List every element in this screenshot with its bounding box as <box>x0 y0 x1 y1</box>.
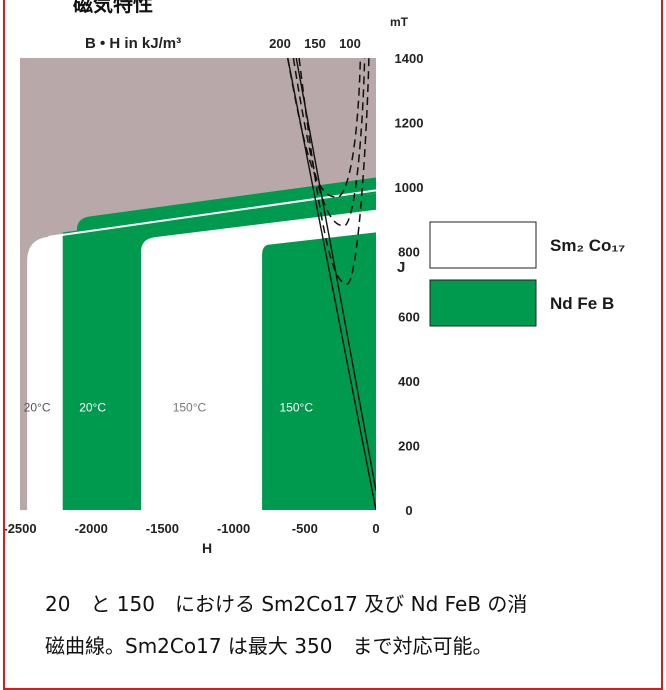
energy-product-label: 200 <box>269 36 291 51</box>
x-tick-label: -1000 <box>217 521 250 536</box>
caption-line-2: 磁曲線。Sm2Co17 は最大 350 まで対応可能。 <box>45 634 493 658</box>
temp-label: 20°C <box>24 401 51 415</box>
figure-frame: 磁気特性 20°C 20°C 150°C 150°C B • H in kJ/m³ 2… <box>3 0 663 690</box>
bh-curve-100 <box>298 58 370 285</box>
y-tick-label: 400 <box>398 374 420 389</box>
x-tick-label: -1500 <box>146 521 179 536</box>
y-tick-label: 600 <box>398 309 420 324</box>
legend-swatch <box>429 221 537 269</box>
chart-title: B • H in kJ/m³ <box>85 35 181 52</box>
temp-label: 150°C <box>280 401 314 415</box>
load-line-1 <box>287 58 376 510</box>
energy-product-label: 150 <box>304 36 326 51</box>
load-line-2 <box>295 58 376 491</box>
y-tick-label: 1200 <box>395 116 424 131</box>
y-tick-label: 0 <box>405 503 412 518</box>
temp-label: 150°C <box>173 401 207 415</box>
y-tick-label: 1000 <box>395 180 424 195</box>
energy-product-label: 100 <box>339 36 361 51</box>
legend-swatch <box>429 279 537 327</box>
x-tick-label: -500 <box>292 521 318 536</box>
y-unit-label: mT <box>390 15 409 29</box>
y-tick-label: 200 <box>398 438 420 453</box>
x-tick-label: 0 <box>372 521 379 536</box>
temp-label: 20°C <box>79 401 106 415</box>
x-tick-label: -2500 <box>5 521 37 536</box>
x-tick-label: -2000 <box>75 521 108 536</box>
page-header: 磁気特性 <box>73 0 153 16</box>
y-tick-label: 1400 <box>395 51 424 66</box>
y-tick-label: 800 <box>398 245 420 260</box>
demagnetization-chart: 20°C 20°C 150°C 150°C B • H in kJ/m³ 200 150… <box>5 15 625 556</box>
y-axis-label: J <box>397 259 405 276</box>
legend-label: Nd Fe B <box>550 294 614 313</box>
caption-line-1: 20 と 150 における Sm2Co17 及び Nd FeB の消 <box>45 592 528 616</box>
x-axis-label: H <box>202 540 212 556</box>
legend-label: Sm₂ Co₁₇ <box>550 236 625 255</box>
ndfeb-150c-region <box>262 232 376 510</box>
